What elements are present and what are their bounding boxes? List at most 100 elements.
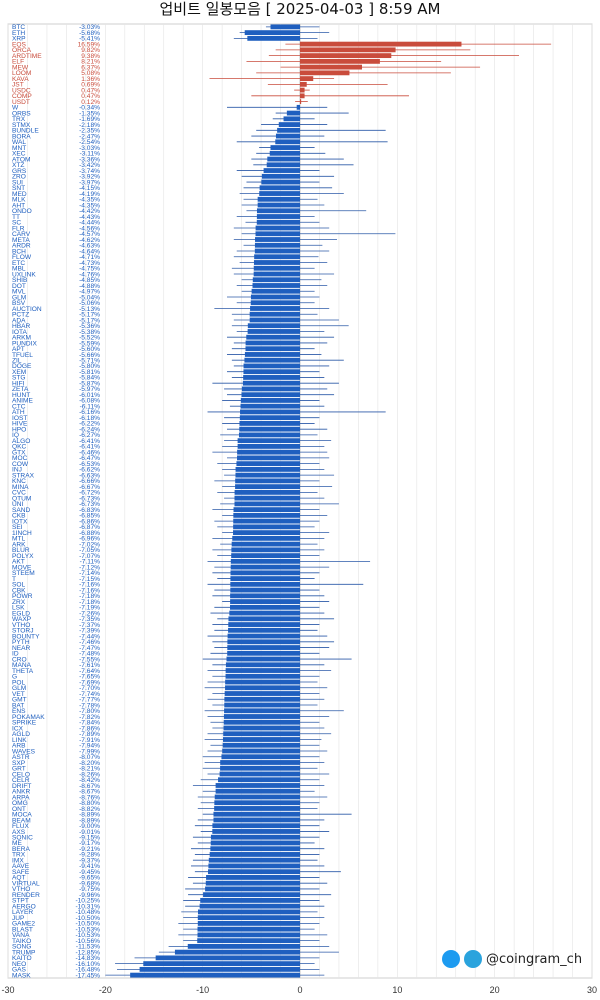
bar bbox=[249, 311, 300, 317]
coin-label: JST bbox=[12, 82, 24, 89]
bar bbox=[233, 507, 300, 513]
coin-label: AERGO bbox=[12, 903, 36, 910]
bar bbox=[247, 35, 300, 41]
bar bbox=[174, 949, 300, 955]
bar bbox=[253, 260, 300, 265]
twitter-icon bbox=[442, 950, 460, 968]
bar bbox=[233, 512, 300, 518]
bar bbox=[300, 47, 396, 53]
coin-label: ANIME bbox=[12, 398, 33, 405]
bar bbox=[221, 754, 300, 760]
coin-label: BLAST bbox=[12, 926, 33, 933]
bar bbox=[244, 352, 300, 357]
bar bbox=[230, 570, 300, 576]
bar bbox=[252, 283, 300, 288]
coin-label: MANA bbox=[12, 662, 32, 669]
value-label: 0.47% bbox=[81, 87, 100, 94]
coin-label: T bbox=[12, 576, 16, 583]
bar bbox=[243, 369, 300, 375]
bar bbox=[230, 599, 300, 604]
value-label: -4.62% bbox=[79, 237, 100, 244]
value-label: -7.55% bbox=[79, 656, 100, 663]
value-label: -3.42% bbox=[79, 162, 100, 169]
coin-label: PUNDIX bbox=[12, 340, 38, 347]
coin-label: AKT bbox=[12, 559, 25, 566]
bar bbox=[197, 932, 300, 938]
coin-label: MLK bbox=[12, 197, 26, 204]
bar bbox=[296, 104, 300, 110]
value-label: -9.28% bbox=[79, 852, 100, 859]
x-tick-label: 0 bbox=[297, 985, 302, 995]
bar bbox=[210, 840, 300, 846]
coin-label: ETH bbox=[12, 30, 25, 37]
value-label: -7.18% bbox=[79, 599, 100, 606]
coin-label: CTC bbox=[12, 403, 26, 410]
bar bbox=[209, 852, 300, 857]
value-label: -5.60% bbox=[79, 346, 100, 353]
value-label: -7.05% bbox=[79, 547, 100, 554]
bar bbox=[300, 58, 380, 64]
value-label: -7.39% bbox=[79, 628, 100, 635]
value-label: -8.20% bbox=[79, 760, 100, 767]
coin-label: ICX bbox=[12, 725, 24, 732]
coin-label: AXS bbox=[12, 829, 26, 836]
bar bbox=[256, 214, 300, 219]
coin-label: POWR bbox=[12, 593, 33, 600]
value-label: -6.96% bbox=[79, 536, 100, 543]
bar bbox=[236, 461, 300, 467]
bar bbox=[143, 961, 300, 967]
bar bbox=[200, 898, 300, 903]
bar bbox=[250, 294, 300, 300]
value-label: -6.62% bbox=[79, 467, 100, 474]
coin-label: ASTR bbox=[12, 754, 30, 761]
bar bbox=[197, 926, 300, 932]
coin-label: INJ bbox=[12, 467, 22, 474]
bar bbox=[206, 875, 300, 880]
bar bbox=[230, 604, 300, 610]
coin-label: CKB bbox=[12, 513, 26, 520]
value-label: -7.26% bbox=[79, 610, 100, 617]
coin-label: HIFI bbox=[12, 380, 25, 387]
coin-label: UNI bbox=[12, 501, 24, 508]
value-label: -10.53% bbox=[75, 932, 100, 939]
bar bbox=[220, 760, 300, 765]
bar bbox=[215, 788, 300, 794]
coin-label: WAL bbox=[12, 139, 26, 146]
value-label: -5.68% bbox=[79, 30, 100, 37]
bar bbox=[249, 317, 300, 323]
value-label: -11.53% bbox=[76, 944, 100, 951]
value-label: -4.43% bbox=[79, 214, 100, 221]
bar bbox=[257, 196, 300, 202]
bar bbox=[234, 495, 300, 501]
telegram-icon bbox=[464, 950, 482, 968]
value-label: -7.16% bbox=[79, 582, 100, 589]
coin-label: ARPA bbox=[12, 794, 30, 801]
value-label: -4.56% bbox=[79, 225, 100, 232]
coin-label: QTUM bbox=[12, 495, 31, 502]
coin-label: BEAM bbox=[12, 817, 31, 824]
bar bbox=[275, 133, 300, 139]
bar bbox=[226, 656, 300, 662]
value-label: -6.18% bbox=[79, 415, 100, 422]
bar bbox=[227, 633, 300, 639]
value-label: -8.67% bbox=[79, 783, 100, 790]
coin-label: BLUR bbox=[12, 547, 30, 554]
bar bbox=[251, 288, 300, 294]
value-label: -4.42% bbox=[79, 208, 100, 215]
coin-label: TRUMP bbox=[12, 949, 36, 956]
coin-label: SHIB bbox=[12, 277, 28, 284]
value-label: -4.85% bbox=[79, 277, 100, 284]
coin-label: VTHO bbox=[12, 886, 30, 893]
value-label: -4.88% bbox=[79, 283, 100, 290]
value-label: -7.37% bbox=[79, 622, 100, 629]
coin-label: AQT bbox=[12, 875, 26, 882]
coin-label: BCH bbox=[12, 248, 26, 255]
coin-label: ARDTIME bbox=[12, 53, 42, 60]
bar bbox=[240, 403, 300, 409]
value-label: -7.69% bbox=[79, 679, 100, 686]
value-label: -14.83% bbox=[75, 955, 100, 962]
bar bbox=[300, 64, 363, 70]
coin-label: POKAMAK bbox=[12, 714, 45, 721]
coin-label: DRIFT bbox=[12, 783, 31, 790]
